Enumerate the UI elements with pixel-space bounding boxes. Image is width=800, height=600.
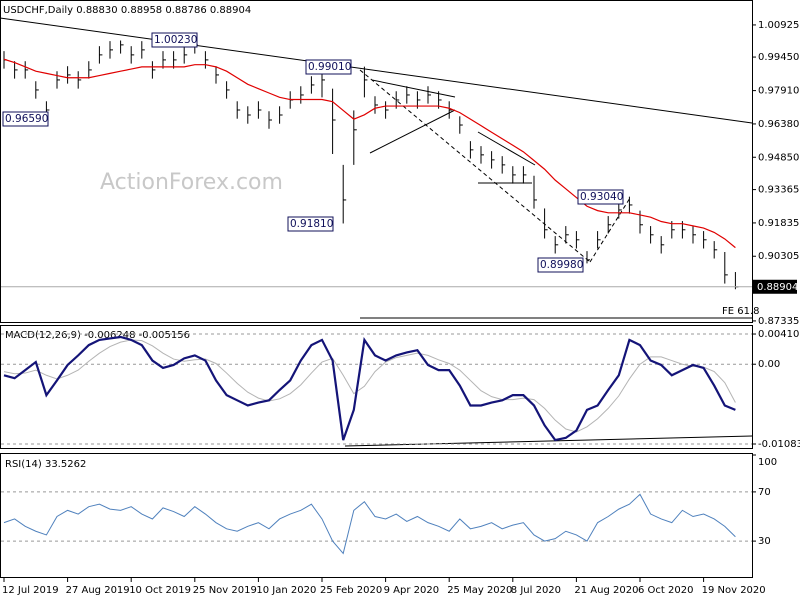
x-tick-label: 6 Oct 2020 bbox=[638, 585, 693, 596]
price-panel-frame bbox=[0, 0, 753, 323]
annotation: 1.00230 bbox=[154, 34, 197, 46]
last-price-box bbox=[753, 279, 797, 294]
annotation: 0.89980 bbox=[540, 259, 583, 271]
y-tick-label: 0.99450 bbox=[758, 52, 799, 63]
annotation-box bbox=[287, 216, 334, 232]
annotation-box bbox=[537, 257, 584, 273]
y-tick-label: 100 bbox=[758, 457, 777, 468]
panel-title: USDCHF,Daily 0.88830 0.88958 0.88786 0.8… bbox=[3, 5, 251, 16]
x-tick-label: 25 Nov 2019 bbox=[193, 585, 257, 596]
x-tick-label: 9 Apr 2020 bbox=[384, 585, 439, 596]
y-tick-label: 0.87335 bbox=[758, 316, 799, 327]
annotation-box bbox=[2, 111, 49, 127]
x-tick-label: 10 Jan 2020 bbox=[256, 585, 316, 596]
y-tick-label: 0.91835 bbox=[758, 218, 799, 229]
projection-line bbox=[359, 69, 591, 263]
x-tick-label: 8 Jul 2020 bbox=[511, 585, 561, 596]
indicator-line bbox=[3, 493, 736, 555]
rsi-panel-frame bbox=[0, 453, 753, 578]
panel-title: RSI(14) 33.5262 bbox=[5, 459, 86, 470]
annotation: 0.99010 bbox=[308, 61, 351, 73]
y-tick-label: 0.97910 bbox=[758, 86, 799, 97]
macd-trend-line bbox=[344, 435, 753, 447]
annotation-box bbox=[151, 32, 198, 48]
y-tick-label: 0.00 bbox=[758, 359, 780, 370]
trend-line bbox=[371, 79, 456, 98]
annotation-box bbox=[305, 59, 352, 75]
indicator-line bbox=[3, 339, 736, 433]
indicator-line bbox=[3, 335, 736, 442]
y-tick-label: 0.90305 bbox=[758, 251, 799, 262]
annotation: 0.96590 bbox=[5, 113, 48, 125]
y-tick-label: 0.94850 bbox=[758, 152, 799, 163]
trend-line bbox=[0, 17, 753, 124]
trend-line bbox=[477, 131, 536, 166]
y-tick-label: 0.96380 bbox=[758, 119, 799, 130]
annotation-box bbox=[577, 189, 624, 205]
trend-lines bbox=[0, 17, 753, 447]
y-tick-label: 0.93365 bbox=[758, 185, 799, 196]
x-tick-label: 10 Oct 2019 bbox=[129, 585, 191, 596]
x-tick-label: 19 Nov 2020 bbox=[702, 585, 766, 596]
annotation: 0.91810 bbox=[290, 218, 333, 230]
y-tick-label: 1.00925 bbox=[758, 20, 799, 31]
y-tick-label: -0.010833 bbox=[758, 439, 800, 450]
x-tick-label: 25 Feb 2020 bbox=[320, 585, 382, 596]
moving-average bbox=[3, 58, 736, 249]
panel-title: MACD(12,26,9) -0.006248 -0.005156 bbox=[5, 330, 190, 341]
watermark: ActionForex.com bbox=[100, 170, 283, 195]
y-tick-label: 70 bbox=[758, 487, 771, 498]
y-tick-label: 30 bbox=[758, 536, 771, 547]
x-tick-label: 25 May 2020 bbox=[447, 585, 512, 596]
macd-panel-frame bbox=[0, 325, 753, 449]
projection-line bbox=[589, 197, 631, 263]
last-price-label: 0.88904 bbox=[757, 282, 798, 293]
x-tick-label: 27 Aug 2019 bbox=[66, 585, 130, 596]
annotation: FE 61.8 bbox=[722, 306, 760, 317]
annotation: 0.93040 bbox=[580, 191, 623, 203]
trend-line bbox=[369, 109, 456, 154]
y-tick-label: 0.004101 bbox=[758, 329, 800, 340]
x-tick-label: 21 Aug 2020 bbox=[574, 585, 638, 596]
x-tick-label: 12 Jul 2019 bbox=[2, 585, 59, 596]
